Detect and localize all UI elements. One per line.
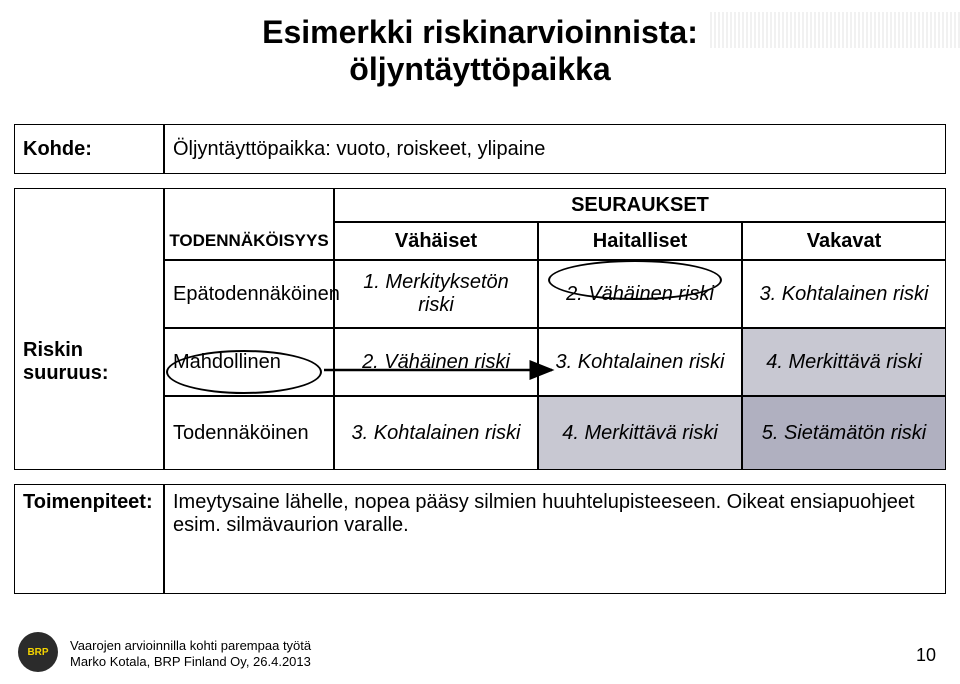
blank-left-2	[14, 222, 164, 260]
footer-line1: Vaarojen arvioinnilla kohti parempaa työ…	[70, 638, 311, 653]
page-number: 10	[916, 645, 936, 666]
label-kohde: Kohde:	[14, 124, 164, 174]
label-todennakoisyys-top	[164, 188, 334, 222]
colhead-b: Haitalliset	[538, 222, 742, 260]
rowhead-r1: Epätodennäköinen	[164, 260, 334, 328]
title-line-1: Esimerkki riskinarvioinnista:	[262, 14, 698, 50]
logo-text: BRP	[27, 647, 48, 658]
cell-r1c: 3. Kohtalainen riski	[742, 260, 946, 328]
label-todennakoisyys: TODENNÄKÖISYYS	[164, 222, 334, 260]
blank-left-1	[14, 188, 164, 222]
label-seuraukset: SEURAUKSET	[334, 188, 946, 222]
cell-r2b: 3. Kohtalainen riski	[538, 328, 742, 396]
header-decoration	[710, 12, 960, 48]
cell-r3c: 5. Sietämätön riski	[742, 396, 946, 470]
cell-r1b: 2. Vähäinen riski	[538, 260, 742, 328]
footer-line2: Marko Kotala, BRP Finland Oy, 26.4.2013	[70, 654, 311, 669]
rowhead-r2: Mahdollinen	[164, 328, 334, 396]
cell-r3a: 3. Kohtalainen riski	[334, 396, 538, 470]
risk-table: Kohde: Öljyntäyttöpaikka: vuoto, roiskee…	[14, 124, 946, 594]
cell-r1a: 1. Merkityksetön riski	[334, 260, 538, 328]
label-toimenpiteet: Toimenpiteet:	[14, 484, 164, 594]
label-riskin-suuruus-part1	[14, 260, 164, 328]
footer: BRP Vaarojen arvioinnilla kohti parempaa…	[0, 624, 960, 684]
toimenpiteet-text: Imeytysaine lähelle, nopea pääsy silmien…	[164, 484, 946, 594]
colhead-a: Vähäiset	[334, 222, 538, 260]
title-line-2: öljyntäyttöpaikka	[349, 51, 610, 87]
kohde-value: Öljyntäyttöpaikka: vuoto, roiskeet, ylip…	[164, 124, 946, 174]
cell-r3b: 4. Merkittävä riski	[538, 396, 742, 470]
logo-brp: BRP	[18, 632, 58, 672]
cell-r2a: 2. Vähäinen riski	[334, 328, 538, 396]
rowhead-r3: Todennäköinen	[164, 396, 334, 470]
blank-left-3	[14, 396, 164, 470]
label-riskin-suuruus: Riskin suuruus:	[14, 328, 164, 396]
cell-r2c: 4. Merkittävä riski	[742, 328, 946, 396]
footer-text: Vaarojen arvioinnilla kohti parempaa työ…	[70, 638, 311, 671]
colhead-c: Vakavat	[742, 222, 946, 260]
